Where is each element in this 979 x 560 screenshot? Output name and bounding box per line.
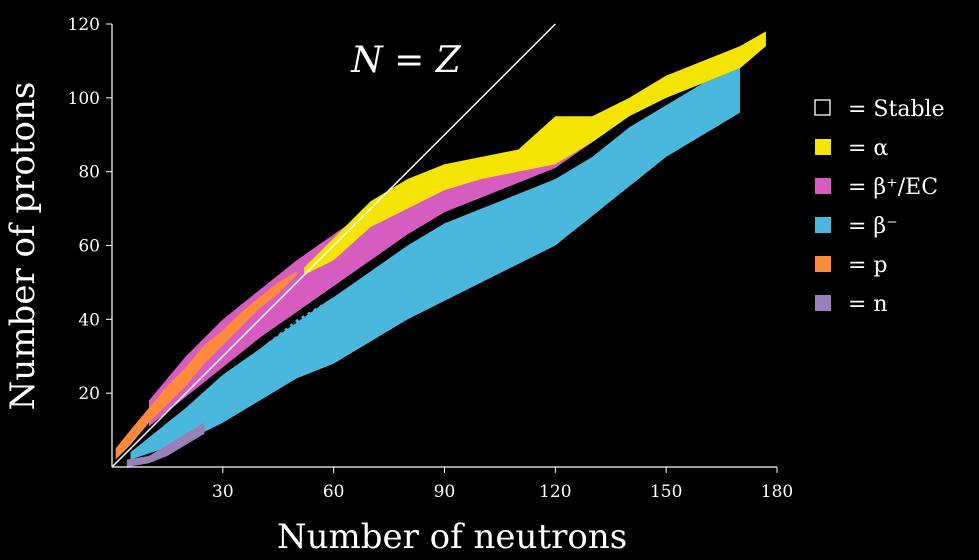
y-tick-label: 60 [78, 237, 100, 257]
legend-label: = β⁻ [848, 214, 898, 239]
n-equals-z-label: N = Z [350, 40, 462, 81]
x-tick-label: 90 [434, 482, 456, 502]
decay-region-neutron [126, 422, 205, 467]
legend-item-beta_minus: = β⁻ [815, 214, 898, 239]
axes: 30 60 90 120 150 180 20 40 60 80 100 120 [68, 15, 794, 502]
legend-swatch [814, 99, 831, 116]
legend-label: = Stable [848, 97, 945, 122]
stable-nuclides [110, 158, 579, 469]
legend-swatch [815, 295, 831, 311]
legend-swatch [815, 256, 831, 272]
legend-label: = α [848, 136, 888, 161]
legend-swatch [815, 178, 831, 194]
y-axis-title: Number of protons [3, 82, 43, 411]
y-tick-label: 120 [68, 15, 100, 35]
legend-label: = β⁺/EC [848, 175, 938, 200]
x-tick-label: 60 [323, 482, 345, 502]
x-axis-title: Number of neutrons [277, 517, 627, 557]
decay-region-alpha [304, 31, 766, 276]
legend-label: = n [848, 292, 888, 317]
legend-item-alpha: = α [815, 136, 888, 161]
y-tick-label: 20 [78, 384, 100, 404]
legend-item-neutron: = n [815, 292, 888, 317]
decay-region-proton [115, 271, 297, 460]
y-tick-label: 40 [78, 310, 100, 330]
x-tick-label: 120 [539, 482, 571, 502]
plot-area [110, 23, 766, 469]
legend-swatch [815, 139, 831, 155]
legend-item-beta_plus: = β⁺/EC [815, 175, 938, 200]
decay-region-beta_plus [148, 97, 630, 427]
legend-label: = p [848, 253, 888, 278]
decay-region-beta_minus [130, 68, 741, 460]
y-tick-label: 100 [68, 89, 100, 109]
legend-item-stable: = Stable [814, 97, 945, 122]
x-tick-label: 180 [761, 482, 793, 502]
x-tick-label: 30 [212, 482, 234, 502]
legend-swatch [815, 217, 831, 233]
n-equals-z-line [111, 23, 556, 468]
y-tick-label: 80 [78, 163, 100, 183]
legend: = Stable = α = β⁺/EC = β⁻ = p = n [814, 97, 945, 317]
x-tick-label: 150 [650, 482, 682, 502]
legend-item-proton: = p [815, 253, 888, 278]
